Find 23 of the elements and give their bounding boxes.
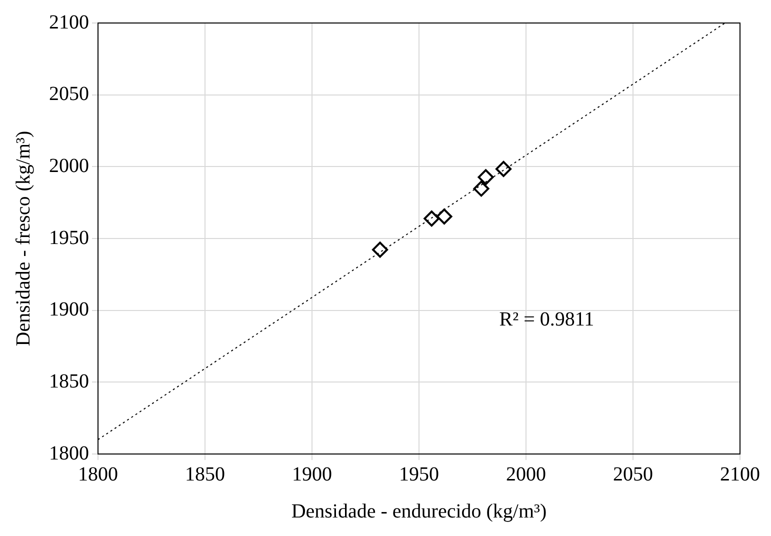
point bbox=[478, 169, 494, 186]
point bbox=[372, 242, 388, 258]
x-tick-label: 2000 bbox=[506, 463, 546, 486]
x-tick-label: 2100 bbox=[720, 463, 760, 486]
y-tick-label: 1950 bbox=[49, 226, 89, 249]
x-tick-label: 2050 bbox=[613, 463, 653, 486]
point bbox=[473, 180, 490, 197]
annotation: R² = 0.9811 bbox=[499, 308, 594, 331]
point bbox=[424, 210, 440, 227]
x-tick-label: 1850 bbox=[185, 463, 225, 486]
y-tick-label: 1800 bbox=[49, 442, 89, 464]
y-tick-label: 2000 bbox=[49, 154, 89, 177]
x-tick-label: 1900 bbox=[292, 463, 332, 486]
x-tick-label: 1950 bbox=[399, 463, 439, 486]
y-tick-label: 2050 bbox=[49, 83, 89, 106]
y-tick-label: 1850 bbox=[49, 370, 89, 392]
y-tick-label: 2100 bbox=[49, 11, 89, 34]
point bbox=[496, 160, 512, 177]
y-tick-label: 1900 bbox=[49, 298, 89, 321]
point bbox=[436, 208, 452, 225]
y-axis-title: Densidade - fresco (kg/m³) bbox=[12, 130, 34, 346]
x-tick-label: 1800 bbox=[78, 463, 118, 486]
x-axis-title: Densidade - endurecido (kg/m³) bbox=[291, 500, 547, 522]
